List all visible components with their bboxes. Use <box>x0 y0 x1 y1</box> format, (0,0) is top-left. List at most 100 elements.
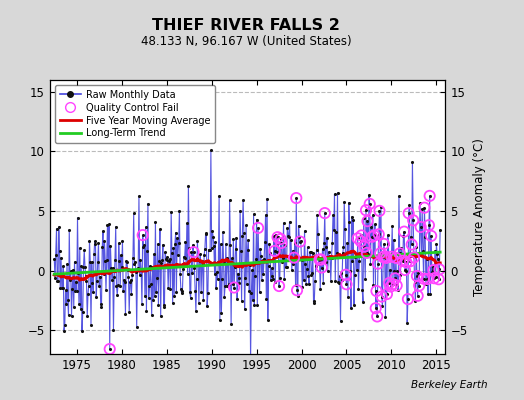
Point <box>255 259 263 265</box>
Point <box>317 256 325 263</box>
Point <box>385 280 394 286</box>
Point <box>294 222 303 229</box>
Point <box>60 328 68 334</box>
Point <box>413 273 421 279</box>
Point <box>313 212 321 218</box>
Point <box>141 224 150 230</box>
Point <box>196 251 204 258</box>
Point <box>230 284 238 291</box>
Point <box>356 238 365 244</box>
Point <box>91 241 100 247</box>
Point <box>425 222 433 228</box>
Point <box>162 257 171 264</box>
Point <box>430 275 439 282</box>
Point <box>312 262 320 269</box>
Point <box>336 318 345 324</box>
Point <box>387 283 395 290</box>
Point <box>165 258 173 264</box>
Point <box>372 288 380 294</box>
Point <box>260 239 269 246</box>
Point <box>316 286 324 292</box>
Point <box>56 248 64 254</box>
Point <box>249 211 258 217</box>
Point <box>58 284 67 291</box>
Point <box>130 261 139 268</box>
Point <box>335 272 344 279</box>
Point <box>95 283 103 289</box>
Point <box>260 256 268 262</box>
Point <box>246 356 255 363</box>
Point <box>276 236 285 242</box>
Point <box>63 297 72 304</box>
Point <box>192 276 201 282</box>
Point <box>430 275 439 282</box>
Point <box>345 219 354 225</box>
Point <box>296 238 304 245</box>
Point <box>416 200 424 206</box>
Point <box>195 258 204 264</box>
Point <box>399 233 408 239</box>
Point <box>384 232 392 238</box>
Point <box>96 301 105 308</box>
Point <box>241 274 249 281</box>
Point <box>382 255 390 261</box>
Point <box>343 240 352 246</box>
Point <box>337 270 345 277</box>
Point <box>250 302 258 308</box>
Point <box>51 275 59 282</box>
Point <box>318 264 326 271</box>
Point <box>268 273 277 280</box>
Point <box>404 296 412 302</box>
Point <box>366 201 374 207</box>
Point <box>204 247 213 253</box>
Point <box>70 304 78 310</box>
Point <box>92 294 101 300</box>
Point <box>427 233 435 239</box>
Point <box>386 267 394 274</box>
Point <box>374 260 382 267</box>
Point <box>177 286 185 292</box>
Point <box>150 251 158 258</box>
Point <box>72 278 80 285</box>
Point <box>373 313 381 320</box>
Point <box>246 262 254 268</box>
Point <box>65 226 73 233</box>
Point <box>200 252 209 258</box>
Point <box>251 273 259 279</box>
Point <box>194 256 202 263</box>
Point <box>302 281 310 288</box>
Point <box>220 293 228 300</box>
Point <box>57 254 65 261</box>
Point <box>333 249 341 256</box>
Point <box>115 240 123 246</box>
Point <box>221 282 230 289</box>
Point <box>279 254 287 261</box>
Point <box>136 257 145 264</box>
Point <box>199 296 208 303</box>
Point <box>183 271 192 278</box>
Point <box>287 237 295 244</box>
Point <box>357 232 366 239</box>
Point <box>293 293 302 300</box>
Point <box>136 272 144 278</box>
Point <box>270 233 278 240</box>
Point <box>206 147 215 154</box>
Point <box>159 302 168 308</box>
Point <box>387 254 396 260</box>
Point <box>121 279 129 285</box>
Point <box>370 232 378 239</box>
Point <box>96 274 104 280</box>
Point <box>371 221 379 228</box>
Point <box>213 269 221 275</box>
Point <box>78 328 86 334</box>
Point <box>280 276 289 282</box>
Point <box>120 277 128 283</box>
Point <box>375 231 383 238</box>
Point <box>390 267 399 274</box>
Point <box>128 271 136 278</box>
Point <box>392 255 400 261</box>
Point <box>307 249 315 256</box>
Point <box>376 250 385 256</box>
Point <box>425 193 434 199</box>
Point <box>180 254 188 260</box>
